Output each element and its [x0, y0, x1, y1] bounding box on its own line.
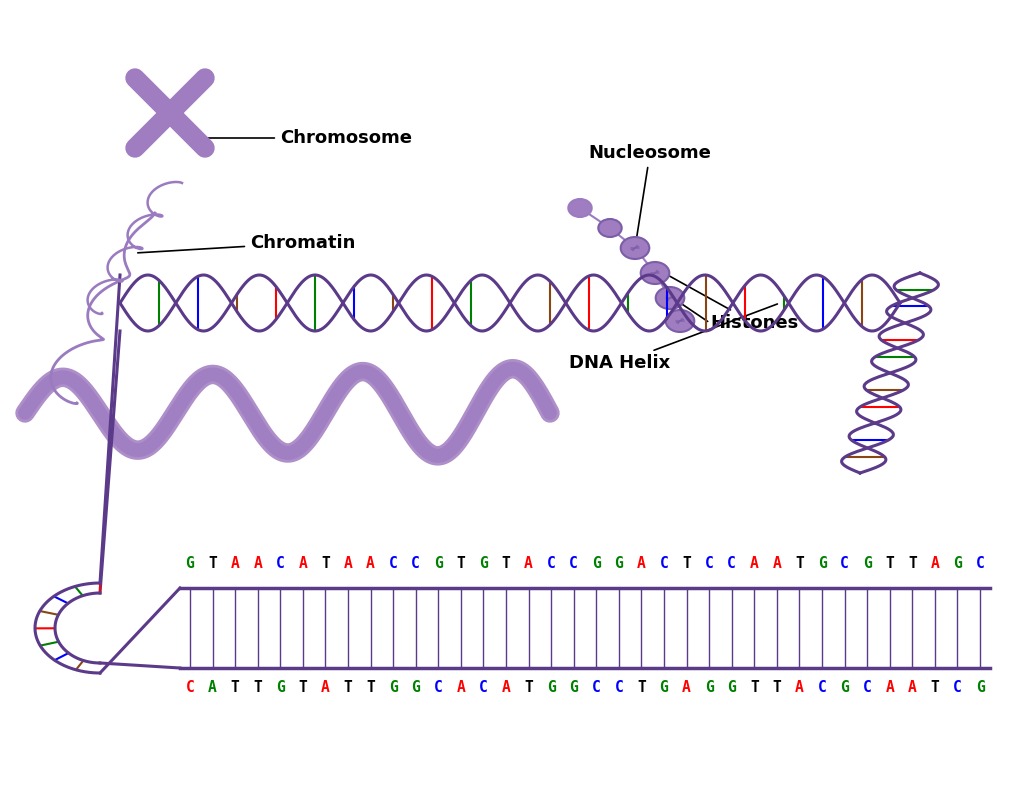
Text: T: T: [344, 680, 352, 695]
Text: C: C: [569, 556, 579, 570]
Text: C: C: [389, 556, 397, 570]
Text: A: A: [367, 556, 375, 570]
Text: G: G: [614, 556, 624, 570]
Text: G: G: [434, 556, 442, 570]
Text: Nucleosome: Nucleosome: [589, 144, 712, 245]
Text: T: T: [230, 680, 240, 695]
Text: T: T: [908, 556, 916, 570]
Text: A: A: [908, 680, 916, 695]
Text: T: T: [795, 556, 804, 570]
Text: G: G: [479, 556, 487, 570]
Text: Chromosome: Chromosome: [184, 129, 412, 147]
Text: T: T: [931, 680, 939, 695]
Text: G: G: [953, 556, 962, 570]
Text: C: C: [479, 680, 487, 695]
Text: A: A: [524, 556, 532, 570]
Text: T: T: [682, 556, 691, 570]
Text: Histones: Histones: [657, 270, 799, 332]
Text: A: A: [637, 556, 646, 570]
Text: T: T: [502, 556, 510, 570]
Text: T: T: [298, 680, 307, 695]
Text: A: A: [931, 556, 939, 570]
Text: C: C: [614, 680, 624, 695]
Text: C: C: [727, 556, 736, 570]
Text: A: A: [772, 556, 781, 570]
Text: T: T: [208, 556, 217, 570]
Text: G: G: [705, 680, 714, 695]
Text: G: G: [592, 556, 601, 570]
Text: C: C: [705, 556, 714, 570]
Text: Chromatin: Chromatin: [138, 234, 355, 253]
Text: G: G: [817, 556, 826, 570]
Text: G: G: [569, 680, 579, 695]
Text: T: T: [367, 680, 375, 695]
Text: C: C: [275, 556, 285, 570]
Text: G: G: [727, 680, 736, 695]
Text: C: C: [592, 680, 601, 695]
Text: C: C: [863, 680, 871, 695]
Text: T: T: [637, 680, 646, 695]
Text: C: C: [841, 556, 849, 570]
Ellipse shape: [655, 287, 684, 309]
Text: G: G: [659, 680, 669, 695]
Text: C: C: [547, 556, 555, 570]
Text: C: C: [412, 556, 420, 570]
Text: G: G: [841, 680, 849, 695]
Text: C: C: [817, 680, 826, 695]
Text: A: A: [457, 680, 465, 695]
Text: T: T: [886, 556, 894, 570]
Text: A: A: [344, 556, 352, 570]
Text: A: A: [795, 680, 804, 695]
Ellipse shape: [621, 237, 649, 259]
Text: G: G: [976, 680, 984, 695]
Text: T: T: [253, 680, 262, 695]
Text: A: A: [682, 680, 691, 695]
Text: A: A: [230, 556, 240, 570]
Text: G: G: [863, 556, 871, 570]
Text: G: G: [389, 680, 397, 695]
Text: A: A: [750, 556, 759, 570]
Text: DNA Helix: DNA Helix: [569, 304, 777, 372]
Text: A: A: [502, 680, 510, 695]
Text: G: G: [275, 680, 285, 695]
Ellipse shape: [641, 262, 670, 284]
Text: C: C: [976, 556, 984, 570]
Circle shape: [164, 106, 176, 120]
Ellipse shape: [568, 199, 592, 217]
Text: T: T: [524, 680, 532, 695]
Ellipse shape: [666, 310, 694, 332]
Text: C: C: [185, 680, 195, 695]
Text: T: T: [322, 556, 330, 570]
Text: A: A: [208, 680, 217, 695]
Text: G: G: [547, 680, 555, 695]
Text: T: T: [750, 680, 759, 695]
Text: T: T: [772, 680, 781, 695]
Text: C: C: [659, 556, 669, 570]
Ellipse shape: [598, 219, 622, 237]
Text: A: A: [886, 680, 894, 695]
Text: C: C: [434, 680, 442, 695]
Text: A: A: [322, 680, 330, 695]
Text: C: C: [953, 680, 962, 695]
Text: A: A: [253, 556, 262, 570]
Text: G: G: [185, 556, 195, 570]
Text: A: A: [298, 556, 307, 570]
Text: G: G: [412, 680, 420, 695]
Text: T: T: [457, 556, 465, 570]
